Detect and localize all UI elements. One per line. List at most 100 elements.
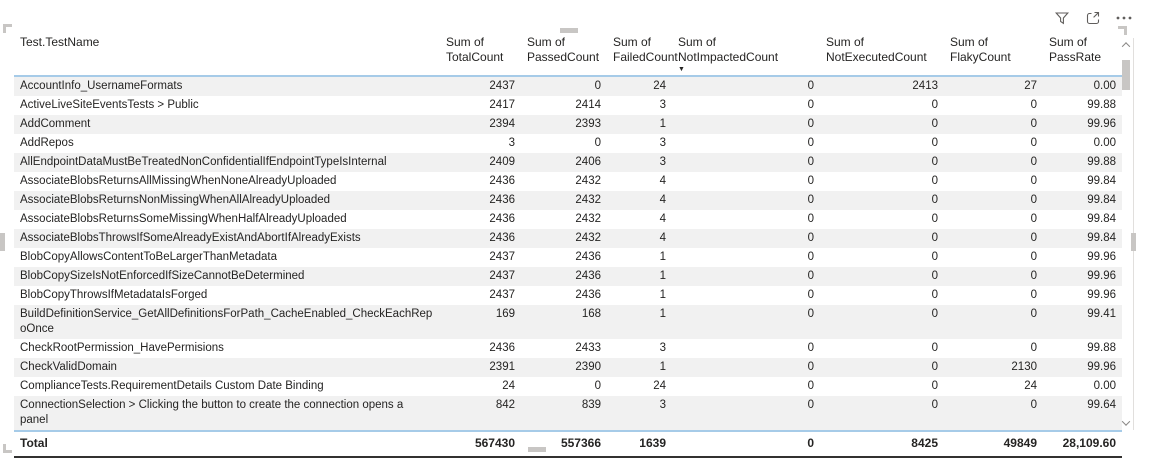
value-cell: 3: [659, 137, 666, 149]
value-cell: 0.00: [1093, 380, 1116, 392]
value-cell: 0: [807, 342, 814, 354]
value-cell: 0: [944, 153, 1043, 172]
value-cell: 0: [672, 115, 820, 134]
total-value-cell: 567430: [440, 430, 521, 458]
table-row[interactable]: BlobCopyAllowsContentToBeLargerThanMetad…: [14, 248, 1122, 267]
table-row[interactable]: CheckValidDomain 2391 2390 1 0 0 2130 99.96: [14, 358, 1122, 377]
ellipsis-glyph: [1116, 16, 1132, 20]
table-visual: Test.TestName Sum of TotalCount Sum of Pas…: [14, 30, 1134, 458]
more-options-icon[interactable]: [1114, 8, 1134, 28]
value-cell: 0: [931, 251, 938, 263]
column-header-6[interactable]: Sum of FlakyCount: [944, 30, 1043, 77]
table-row[interactable]: BlobCopyThrowsIfMetadataIsForged 2437 2436…: [14, 286, 1122, 305]
table-row[interactable]: CheckRootPermission_HavePermisions 2436 24…: [14, 339, 1122, 358]
column-header-label: Sum of FailedCount: [613, 35, 678, 64]
column-header-label: Sum of FlakyCount: [950, 35, 1011, 64]
filter-icon[interactable]: [1052, 8, 1072, 28]
value-cell: 99.64: [1043, 396, 1122, 431]
value-cell: 1: [607, 305, 672, 339]
scrollbar-thumb[interactable]: [1122, 60, 1130, 90]
value-cell: 0: [944, 267, 1043, 286]
value-cell: 0: [672, 396, 820, 431]
resize-handle-top-center[interactable]: [560, 28, 578, 33]
value-cell: 3: [508, 137, 515, 149]
value-cell: 0: [931, 289, 938, 301]
table-row[interactable]: AssociateBlobsReturnsSomeMissingWhenHalf…: [14, 210, 1122, 229]
scroll-down-arrow-icon[interactable]: [1120, 416, 1132, 430]
resize-handle-bottom-left[interactable]: [3, 444, 12, 453]
column-header-1[interactable]: Sum of TotalCount: [440, 30, 521, 77]
table-row[interactable]: AssociateBlobsReturnsNonMissingWhenAllAl…: [14, 191, 1122, 210]
value-cell: 2436: [575, 251, 601, 263]
table-row[interactable]: AssociateBlobsThrowsIfSomeAlreadyExistAn…: [14, 229, 1122, 248]
value-cell: 1: [659, 289, 666, 301]
resize-handle-left-middle[interactable]: [0, 233, 5, 251]
value-cell: 99.88: [1087, 99, 1116, 111]
resize-handle-top-right[interactable]: [1118, 26, 1127, 35]
column-header-label: Test.TestName: [20, 35, 100, 49]
value-cell: 99.96: [1043, 267, 1122, 286]
table-row[interactable]: ConnectionSelection > Clicking the butto…: [14, 396, 1122, 431]
column-header-0[interactable]: Test.TestName: [14, 30, 440, 77]
value-cell: 0: [944, 191, 1043, 210]
value-cell: 3: [659, 99, 666, 111]
test-name-cell: ConnectionSelection > Clicking the butto…: [14, 396, 440, 431]
value-cell: 0: [672, 358, 820, 377]
value-cell: 0: [820, 305, 944, 339]
value-cell: 168: [521, 305, 607, 339]
value-cell: 99.84: [1087, 175, 1116, 187]
table-row[interactable]: ComplianceTests.RequirementDetails Custo…: [14, 377, 1122, 396]
column-header-4[interactable]: Sum of NotImpactedCount ▼: [672, 30, 820, 77]
value-cell: 0: [820, 358, 944, 377]
value-cell: 0: [944, 115, 1043, 134]
value-cell: 0: [820, 229, 944, 248]
value-cell: 0: [594, 137, 601, 149]
resize-handle-right-middle[interactable]: [1131, 233, 1136, 251]
test-name-cell: BuildDefinitionService_GetAllDefinitions…: [14, 305, 440, 339]
value-cell: 99.88: [1087, 342, 1116, 354]
chevron-down-glyph: [1121, 417, 1131, 426]
value-cell: 3: [607, 396, 672, 431]
test-name-cell: AssociateBlobsReturnsSomeMissingWhenHalf…: [20, 213, 347, 225]
column-header-2[interactable]: Sum of PassedCount: [521, 30, 607, 77]
resize-handle-bottom-center[interactable]: [528, 447, 546, 452]
table-row[interactable]: AddComment 2394 2393 1 0 0 0 99.96: [14, 115, 1122, 134]
value-cell: 0: [944, 305, 1043, 339]
resize-handle-top-left[interactable]: [3, 24, 12, 33]
table-row[interactable]: BuildDefinitionService_GetAllDefinitions…: [14, 305, 1122, 339]
value-cell: 2432: [575, 213, 601, 225]
column-header-label: Sum of NotImpactedCount: [678, 35, 779, 64]
table-header-row: Test.TestName Sum of TotalCount Sum of Pas…: [14, 30, 1122, 77]
focus-mode-icon[interactable]: [1083, 8, 1103, 28]
column-header-5[interactable]: Sum of NotExecutedCount: [820, 30, 944, 77]
test-name-cell: BlobCopySizeIsNotEnforcedIfSizeCannotBeD…: [14, 267, 440, 286]
value-cell: 24: [1024, 380, 1037, 392]
table-row[interactable]: AllEndpointDataMustBeTreatedNonConfident…: [14, 153, 1122, 172]
value-cell: 0: [672, 267, 820, 286]
column-header-7[interactable]: Sum of PassRate: [1043, 30, 1122, 77]
table-body: AccountInfo_UsernameFormats 2437 0 24 0 2413 2…: [14, 76, 1122, 431]
test-name-cell: CheckValidDomain: [14, 358, 440, 377]
value-cell: 0: [931, 342, 938, 354]
table-row[interactable]: AddRepos 3 0 3 0 0 0 0.00: [14, 134, 1122, 153]
value-cell: 2414: [575, 99, 601, 111]
table-row[interactable]: AccountInfo_UsernameFormats 2437 0 24 0 2413 2…: [14, 76, 1122, 96]
value-cell: 2437: [440, 267, 521, 286]
value-cell: 1: [659, 251, 666, 263]
column-header-label: Sum of PassedCount: [527, 35, 600, 64]
value-cell: 0: [672, 229, 820, 248]
table-row[interactable]: AssociateBlobsReturnsAllMissingWhenNoneA…: [14, 172, 1122, 191]
column-header-3[interactable]: Sum of FailedCount: [607, 30, 678, 77]
test-name-cell: ComplianceTests.RequirementDetails Custo…: [20, 380, 324, 392]
test-name-cell: AddRepos: [20, 137, 74, 149]
value-cell: 99.96: [1043, 115, 1122, 134]
value-cell: 1: [607, 267, 672, 286]
table-row[interactable]: BlobCopySizeIsNotEnforcedIfSizeCannotBeD…: [14, 267, 1122, 286]
value-cell: 2436: [440, 191, 521, 210]
table-row[interactable]: ActiveLiveSiteEventsTests > Public 2417 24…: [14, 96, 1122, 115]
total-row: Total 567430 557366 1639 0 8425 49849 28,109.6…: [14, 430, 1122, 458]
test-results-table: Test.TestName Sum of TotalCount Sum of Pas…: [14, 30, 1122, 458]
value-cell: 0: [807, 99, 814, 111]
scroll-up-arrow-icon[interactable]: [1120, 38, 1132, 52]
value-cell: 1: [607, 358, 672, 377]
